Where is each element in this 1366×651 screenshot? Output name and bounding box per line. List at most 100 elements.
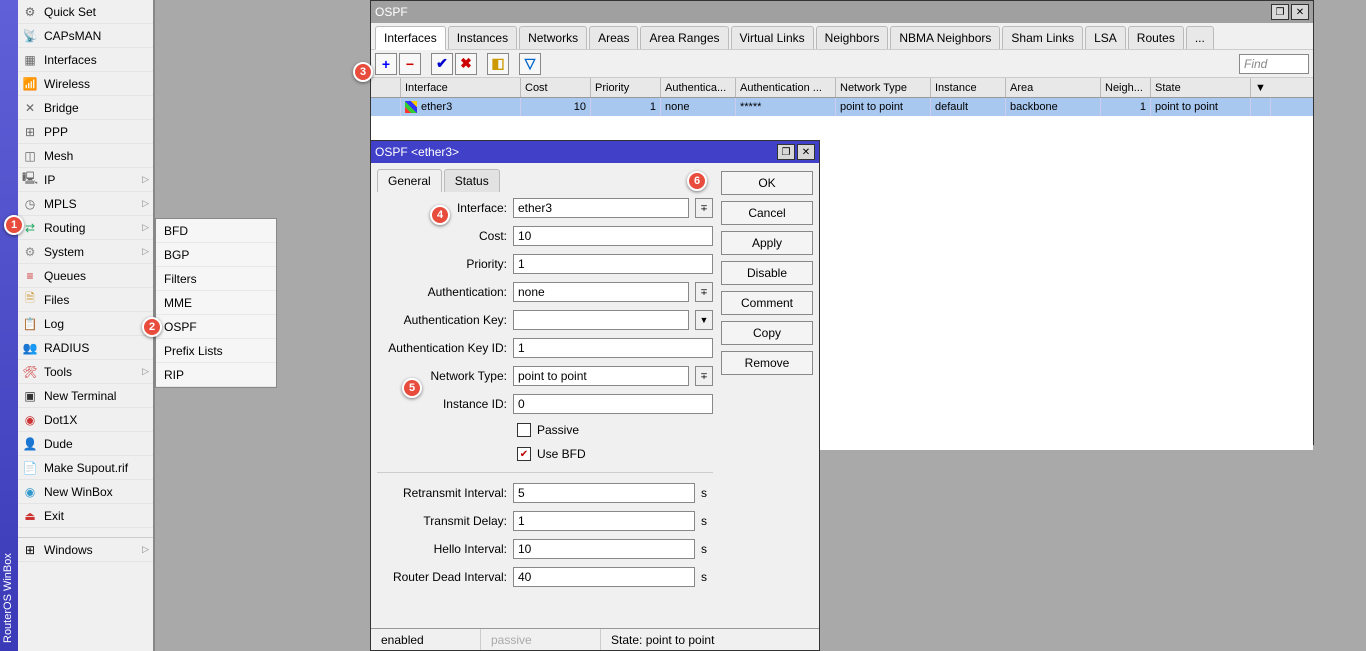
disable-button[interactable]: Disable [721, 261, 813, 285]
tab--[interactable]: ... [1186, 26, 1214, 49]
column-header[interactable]: Instance [931, 78, 1006, 97]
dot1x-icon: ◉ [22, 412, 38, 428]
sidebar-item-radius[interactable]: 👥RADIUS [18, 336, 153, 360]
sidebar-item-mesh[interactable]: ◫Mesh [18, 144, 153, 168]
column-header[interactable]: Interface [401, 78, 521, 97]
tab-networks[interactable]: Networks [519, 26, 587, 49]
authkeyid-input[interactable] [513, 338, 713, 358]
tab-routes[interactable]: Routes [1128, 26, 1184, 49]
submenu-item-bgp[interactable]: BGP [156, 243, 276, 267]
tab-nbma-neighbors[interactable]: NBMA Neighbors [890, 26, 1000, 49]
sidebar-item-label: Routing [44, 221, 85, 235]
nettype-dropdown[interactable]: ∓ [695, 366, 713, 386]
passive-checkbox[interactable] [517, 423, 531, 437]
submenu-item-ospf[interactable]: OSPF [156, 315, 276, 339]
authkey-input[interactable] [513, 310, 689, 330]
interface-input[interactable] [513, 198, 689, 218]
sidebar-item-windows[interactable]: ⊞ Windows ▷ [18, 538, 153, 562]
tab-lsa[interactable]: LSA [1085, 26, 1126, 49]
restore-button[interactable]: ❐ [777, 144, 795, 160]
sidebar-item-queues[interactable]: ≡Queues [18, 264, 153, 288]
column-header[interactable]: State [1151, 78, 1251, 97]
tab-interfaces[interactable]: Interfaces [375, 26, 446, 50]
column-header[interactable]: Authentication ... [736, 78, 836, 97]
sidebar-item-wireless[interactable]: 📶Wireless [18, 72, 153, 96]
column-header[interactable]: Cost [521, 78, 591, 97]
close-button[interactable]: ✕ [797, 144, 815, 160]
remove-button[interactable]: Remove [721, 351, 813, 375]
tab-sham-links[interactable]: Sham Links [1002, 26, 1083, 49]
auth-input[interactable] [513, 282, 689, 302]
cost-input[interactable] [513, 226, 713, 246]
column-header[interactable]: Network Type [836, 78, 931, 97]
close-button[interactable]: ✕ [1291, 4, 1309, 20]
disable-button[interactable]: ✖ [455, 53, 477, 75]
copy-button[interactable]: Copy [721, 321, 813, 345]
sidebar-item-exit[interactable]: ⏏Exit [18, 504, 153, 528]
cell: 1 [591, 98, 661, 116]
cancel-button[interactable]: Cancel [721, 201, 813, 225]
submenu-item-prefix-lists[interactable]: Prefix Lists [156, 339, 276, 363]
submenu-item-rip[interactable]: RIP [156, 363, 276, 387]
authkey-dropdown[interactable]: ▼ [695, 310, 713, 330]
tab-neighbors[interactable]: Neighbors [816, 26, 889, 49]
tab-status[interactable]: Status [444, 169, 500, 192]
column-header[interactable] [371, 78, 401, 97]
column-header[interactable]: Neigh... [1101, 78, 1151, 97]
sidebar-item-label: Windows [44, 543, 93, 557]
unit-s: s [701, 486, 713, 500]
column-header[interactable]: Area [1006, 78, 1101, 97]
sidebar-item-files[interactable]: 🗎Files [18, 288, 153, 312]
sidebar-item-capsman[interactable]: 📡CAPsMAN [18, 24, 153, 48]
table-row[interactable]: ether3101none*****point to pointdefaultb… [371, 98, 1313, 116]
tab-area-ranges[interactable]: Area Ranges [640, 26, 728, 49]
dead-input[interactable] [513, 567, 695, 587]
sidebar-item-system[interactable]: ⚙System▷ [18, 240, 153, 264]
sidebar-item-new-winbox[interactable]: ◉New WinBox [18, 480, 153, 504]
column-header[interactable]: ▼ [1251, 78, 1271, 97]
usebfd-label: Use BFD [537, 447, 586, 461]
sidebar-item-quick-set[interactable]: ⚙Quick Set [18, 0, 153, 24]
retransmit-input[interactable] [513, 483, 695, 503]
sidebar-item-new-terminal[interactable]: ▣New Terminal [18, 384, 153, 408]
tab-instances[interactable]: Instances [448, 26, 517, 49]
sidebar-item-interfaces[interactable]: ▦Interfaces [18, 48, 153, 72]
interface-dropdown[interactable]: ∓ [695, 198, 713, 218]
column-header[interactable]: Authentica... [661, 78, 736, 97]
submenu-item-filters[interactable]: Filters [156, 267, 276, 291]
sidebar-item-make-supout.rif[interactable]: 📄Make Supout.rif [18, 456, 153, 480]
ok-button[interactable]: OK [721, 171, 813, 195]
nettype-input[interactable] [513, 366, 689, 386]
filter-button[interactable]: ▽ [519, 53, 541, 75]
transmitdelay-input[interactable] [513, 511, 695, 531]
restore-button[interactable]: ❐ [1271, 4, 1289, 20]
auth-dropdown[interactable]: ∓ [695, 282, 713, 302]
find-input[interactable]: Find [1239, 54, 1309, 74]
instanceid-input[interactable] [513, 394, 713, 414]
hello-input[interactable] [513, 539, 695, 559]
sidebar-item-routing[interactable]: ⇄Routing▷ [18, 216, 153, 240]
comment-button[interactable]: Comment [721, 291, 813, 315]
sidebar-item-mpls[interactable]: ◷MPLS▷ [18, 192, 153, 216]
remove-button[interactable]: − [399, 53, 421, 75]
submenu-item-mme[interactable]: MME [156, 291, 276, 315]
add-button[interactable]: + [375, 53, 397, 75]
tab-areas[interactable]: Areas [589, 26, 638, 49]
comment-button[interactable]: ◧ [487, 53, 509, 75]
sidebar-item-ppp[interactable]: ⊞PPP [18, 120, 153, 144]
usebfd-checkbox[interactable]: ✔ [517, 447, 531, 461]
sidebar-item-tools[interactable]: 🛠Tools▷ [18, 360, 153, 384]
apply-button[interactable]: Apply [721, 231, 813, 255]
sidebar-item-dot1x[interactable]: ◉Dot1X [18, 408, 153, 432]
column-header[interactable]: Priority [591, 78, 661, 97]
tab-virtual-links[interactable]: Virtual Links [731, 26, 814, 49]
sidebar-item-label: System [44, 245, 84, 259]
enable-button[interactable]: ✔ [431, 53, 453, 75]
sidebar-item-dude[interactable]: 👤Dude [18, 432, 153, 456]
priority-input[interactable] [513, 254, 713, 274]
tab-general[interactable]: General [377, 169, 442, 192]
sidebar-item-bridge[interactable]: ✕Bridge [18, 96, 153, 120]
submenu-item-bfd[interactable]: BFD [156, 219, 276, 243]
sidebar-item-ip[interactable]: 🖳IP▷ [18, 168, 153, 192]
sidebar-item-log[interactable]: 📋Log [18, 312, 153, 336]
